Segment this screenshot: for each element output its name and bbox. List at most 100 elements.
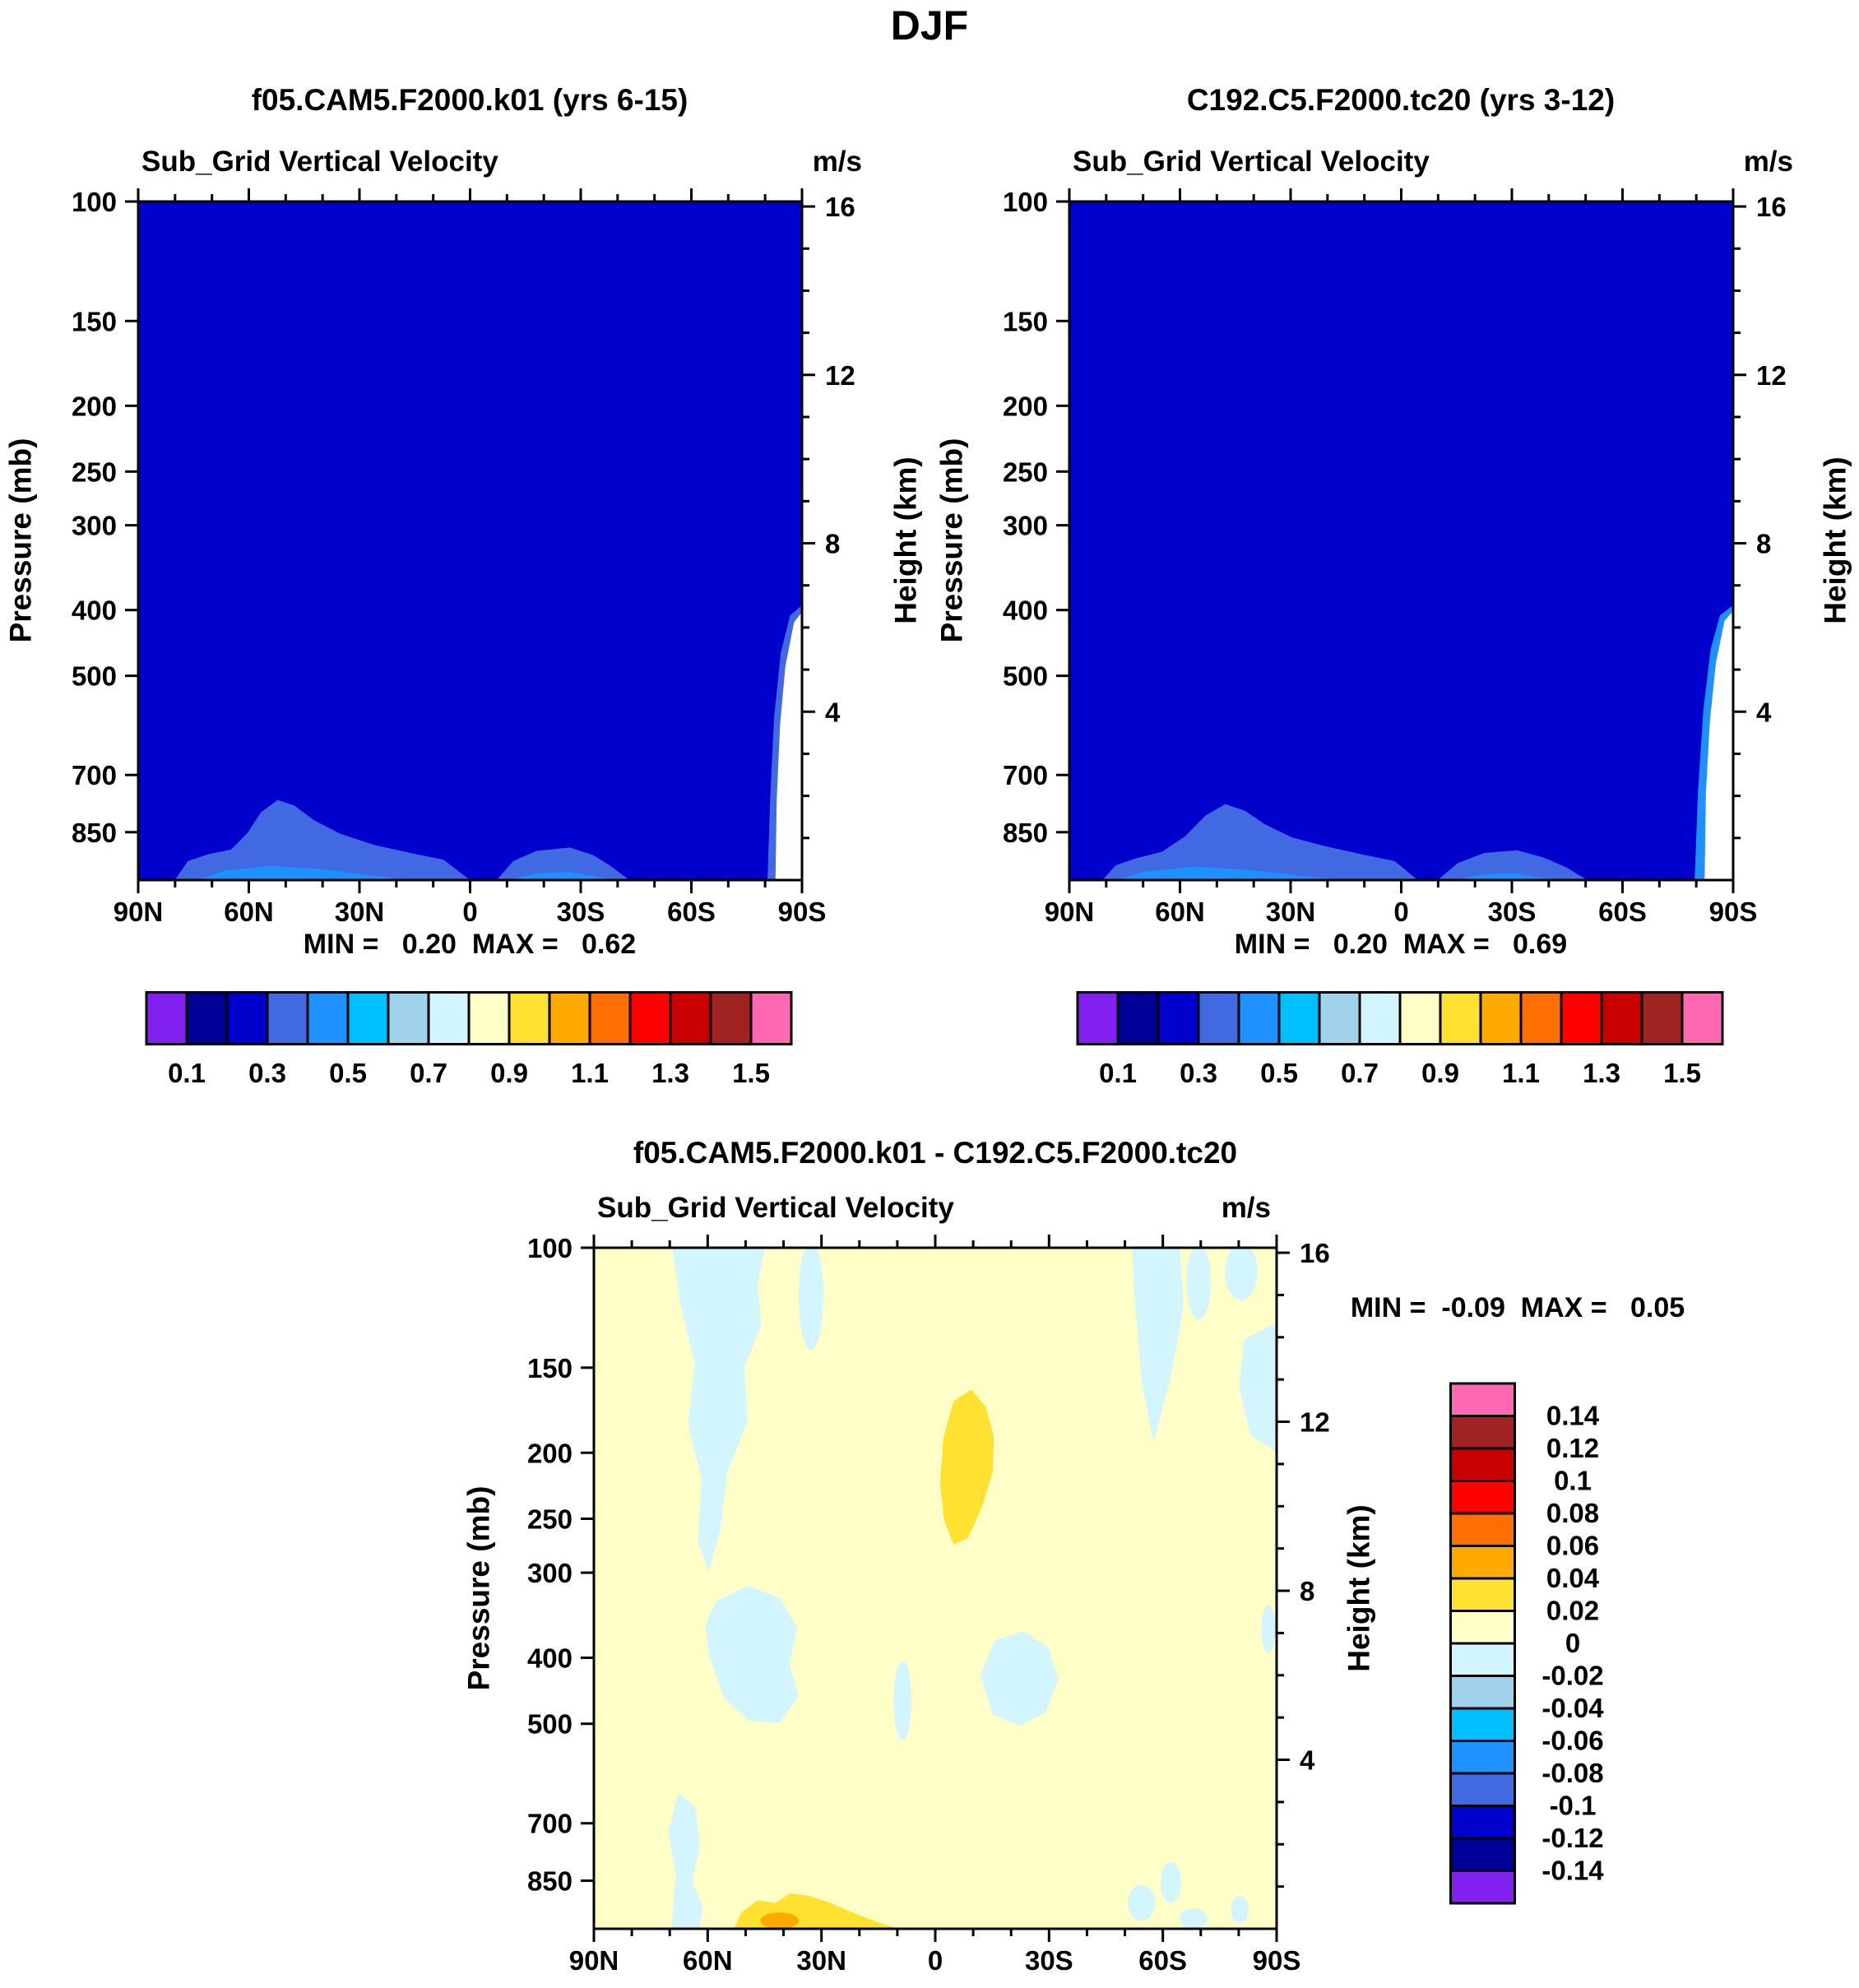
colorbar-label: 0.02 — [1546, 1596, 1599, 1626]
antarctica-topography — [775, 612, 802, 880]
panel-1-field-background — [1069, 202, 1733, 880]
x-tick-label: 90N — [1045, 897, 1095, 927]
colorbar-label: 1.3 — [1583, 1058, 1620, 1088]
royalblue-band-south — [1437, 850, 1588, 880]
negdiff-blob-40N-400mb — [705, 1585, 799, 1723]
colorbar-cell — [1449, 1642, 1516, 1677]
colorbar-label: 0.04 — [1546, 1563, 1600, 1593]
colorbar-cell — [1449, 1772, 1516, 1807]
colorbar-label: 0.5 — [1260, 1058, 1298, 1088]
colorbar-panel-1: 0.1 0.3 0.5 0.7 0.9 1.1 1.3 1.5 — [1076, 991, 1724, 1088]
colorbar-cell — [1439, 991, 1482, 1045]
colorbar-label: -0.06 — [1541, 1726, 1603, 1756]
pressure-tick-label: 400 — [72, 595, 117, 626]
panel-0-field-background — [138, 202, 802, 880]
height-tick-label: 12 — [825, 360, 855, 391]
panel-2-features — [668, 1248, 1277, 1929]
colorbar-label: 0.7 — [1341, 1058, 1379, 1088]
colorbar-cell — [266, 991, 309, 1045]
height-tick-label: 12 — [1300, 1407, 1330, 1438]
panel-1-pressure-axis-title: Pressure (mb) — [934, 438, 969, 643]
colorbar-cell — [588, 991, 632, 1045]
height-tick-label: 8 — [1300, 1576, 1314, 1606]
colorbar-cell — [1519, 991, 1563, 1045]
colorbar-label: 0.5 — [329, 1058, 367, 1088]
panel-1-features — [1102, 605, 1733, 880]
pressure-tick-label: 300 — [527, 1558, 573, 1588]
pressure-tick-label: 850 — [1003, 818, 1048, 848]
colorbar-cell — [628, 991, 672, 1045]
colorbar-cell — [1449, 1480, 1516, 1515]
negdiff-blob-25S-450mb — [980, 1631, 1059, 1726]
colorbar-cell — [508, 991, 551, 1045]
panel-0-title: f05.CAM5.F2000.k01 (yrs 6-15) — [251, 83, 688, 117]
colorbar-cell — [1449, 1740, 1516, 1775]
dodger-surface-strip-north — [197, 865, 410, 880]
colorbar-label: 1.5 — [732, 1058, 770, 1088]
royalblue-band-north — [1102, 804, 1418, 880]
x-tick-label: 90S — [1709, 897, 1758, 927]
panel-0-subtitle: Sub_Grid Vertical Velocity — [141, 146, 498, 178]
colorbar-cell — [548, 991, 591, 1045]
colorbar-label: 1.5 — [1663, 1058, 1701, 1088]
pressure-tick-label: 850 — [72, 818, 117, 848]
negdiff-streak-30N-top — [799, 1248, 823, 1351]
colorbar-cell — [1449, 1382, 1516, 1417]
colorbar-cell — [427, 991, 471, 1045]
colorbar-cell — [145, 991, 188, 1045]
panel-2-title: f05.CAM5.F2000.k01 - C192.C5.F2000.tc20 — [633, 1136, 1238, 1170]
pressure-tick-label: 200 — [527, 1438, 573, 1468]
colorbar-label: 0.14 — [1546, 1401, 1600, 1431]
colorbar-label: -0.14 — [1541, 1856, 1604, 1886]
x-tick-label: 60N — [683, 1945, 733, 1976]
panel-1-subtitle: Sub_Grid Vertical Velocity — [1073, 146, 1430, 178]
colorbar-cell — [346, 991, 390, 1045]
dodger-surface-strip-south — [1454, 873, 1561, 880]
colorbar-label: 1.1 — [1502, 1058, 1540, 1088]
negdiff-column-60N-upper — [672, 1248, 765, 1572]
colorbar-cell — [1681, 991, 1724, 1045]
pressure-tick-label: 700 — [1003, 760, 1048, 790]
negdiff-corner-85S-top — [1224, 1248, 1258, 1300]
pressure-tick-label: 700 — [72, 760, 117, 790]
colorbar-cell — [1600, 991, 1643, 1045]
colorbar-label: 0.9 — [490, 1058, 528, 1088]
colorbar-cell — [749, 991, 793, 1045]
negdiff-speck-85S-500mb — [1261, 1605, 1276, 1653]
pressure-tick-label: 500 — [527, 1709, 573, 1740]
panel-1-title: C192.C5.F2000.tc20 (yrs 3-12) — [1186, 83, 1616, 117]
colorbar-cell — [225, 991, 269, 1045]
dodger-surface-strip-north — [1115, 866, 1348, 880]
pressure-tick-label: 300 — [72, 511, 117, 541]
panel-0-pressure-axis-title: Pressure (mb) — [3, 438, 38, 643]
colorbar-cell — [709, 991, 753, 1045]
panel-2-stats-minmax: MIN = -0.09 MAX = 0.05 — [1350, 1292, 1685, 1323]
pressure-tick-label: 400 — [1003, 595, 1048, 626]
x-tick-label: 60S — [1598, 897, 1647, 927]
height-tick-label: 16 — [1300, 1238, 1330, 1268]
negdiff-sliver-equator-500mb — [893, 1661, 911, 1740]
pressure-tick-label: 400 — [527, 1643, 573, 1674]
colorbar-cell — [1237, 991, 1281, 1045]
negdiff-streaks-60S-top — [1132, 1248, 1184, 1442]
colorbar-cell — [387, 991, 430, 1045]
x-tick-label: 30S — [1488, 897, 1537, 927]
pressure-tick-label: 100 — [527, 1233, 573, 1263]
colorbar-cell — [1197, 991, 1240, 1045]
colorbar-label: 0.06 — [1546, 1531, 1599, 1561]
panel-1-plot: 90N 60N 30N 0 30S 60S 90S 100 150 200 250 300 400 500… — [1003, 187, 1787, 927]
negdiff-speck-80S-surface — [1231, 1896, 1249, 1924]
antarctica-topography — [1704, 610, 1733, 880]
colorbar-label: 0.9 — [1421, 1058, 1459, 1088]
panel-1-height-axis-title: Height (km) — [1818, 456, 1852, 624]
colorbar-cell — [1449, 1837, 1516, 1872]
colorbar-label: 0.1 — [168, 1058, 206, 1088]
colorbar-label: 1.1 — [571, 1058, 609, 1088]
panel-1-stats-minmax: MIN = 0.20 MAX = 0.69 — [1234, 929, 1568, 960]
panel-2-subtitle: Sub_Grid Vertical Velocity — [597, 1192, 954, 1224]
colorbar-label: 0.7 — [410, 1058, 447, 1088]
colorbar-cell — [1479, 991, 1523, 1045]
negdiff-speck-70S-surface — [1180, 1908, 1208, 1929]
pressure-tick-label: 250 — [527, 1504, 573, 1534]
